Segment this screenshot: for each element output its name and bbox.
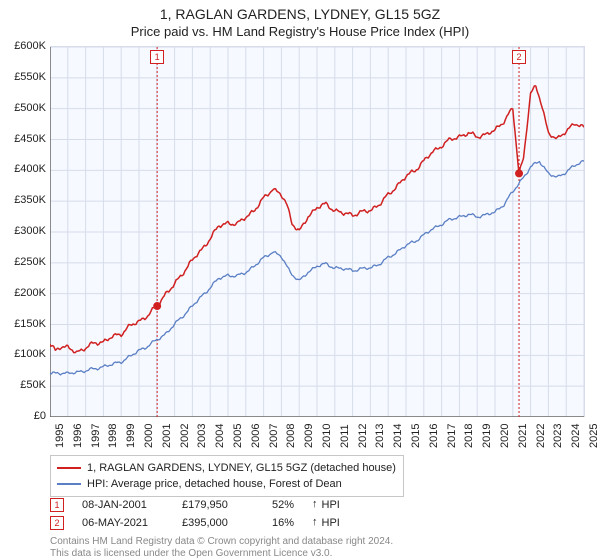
x-tick-label: 2016 — [428, 424, 440, 448]
chart-container: 1, RAGLAN GARDENS, LYDNEY, GL15 5GZ Pric… — [0, 0, 600, 560]
sale-price-2: £395,000 — [182, 517, 272, 529]
sale-marker-2: 2 — [512, 50, 526, 64]
sale-pct-1: 52% — [272, 499, 312, 511]
x-tick-label: 1997 — [90, 424, 102, 448]
y-tick-label: £100K — [4, 348, 46, 360]
y-tick-label: £300K — [4, 225, 46, 237]
legend-label-property: 1, RAGLAN GARDENS, LYDNEY, GL15 5GZ (det… — [87, 462, 396, 474]
x-tick-label: 1999 — [125, 424, 137, 448]
x-tick-label: 2006 — [250, 424, 262, 448]
footer-line-2: This data is licensed under the Open Gov… — [50, 548, 393, 560]
y-tick-label: £250K — [4, 256, 46, 268]
legend-row-hpi: HPI: Average price, detached house, Fore… — [57, 476, 397, 492]
x-tick-label: 2013 — [374, 424, 386, 448]
x-tick-label: 2015 — [410, 424, 422, 448]
legend-swatch-hpi — [57, 483, 81, 485]
x-tick-label: 2020 — [499, 424, 511, 448]
x-tick-label: 2003 — [196, 424, 208, 448]
x-tick-label: 2010 — [321, 424, 333, 448]
x-tick-label: 2022 — [535, 424, 547, 448]
legend-swatch-property — [57, 467, 81, 469]
sale-date-2: 06-MAY-2021 — [82, 517, 182, 529]
y-tick-label: £200K — [4, 287, 46, 299]
y-tick-label: £500K — [4, 102, 46, 114]
y-tick-label: £350K — [4, 194, 46, 206]
sale-pct-2: 16% — [272, 517, 312, 529]
sale-suffix-1: HPI — [322, 499, 340, 511]
footer-text: Contains HM Land Registry data © Crown c… — [50, 536, 393, 559]
y-tick-label: £0 — [4, 410, 46, 422]
x-tick-label: 2025 — [588, 424, 600, 448]
sale-marker-box-2: 2 — [50, 516, 64, 530]
x-tick-label: 2012 — [357, 424, 369, 448]
chart-title-sub: Price paid vs. HM Land Registry's House … — [0, 24, 600, 39]
x-tick-label: 2023 — [552, 424, 564, 448]
x-tick-label: 2017 — [446, 424, 458, 448]
y-tick-label: £450K — [4, 133, 46, 145]
x-tick-label: 2007 — [268, 424, 280, 448]
y-tick-label: £50K — [4, 379, 46, 391]
sale-marker-box-1: 1 — [50, 498, 64, 512]
legend-label-hpi: HPI: Average price, detached house, Fore… — [87, 478, 342, 490]
sale-row-1: 1 08-JAN-2001 £179,950 52% ↑ HPI — [50, 498, 340, 512]
plot-area — [50, 46, 585, 417]
y-tick-label: £150K — [4, 318, 46, 330]
y-tick-label: £400K — [4, 163, 46, 175]
x-tick-label: 2009 — [303, 424, 315, 448]
x-tick-label: 2000 — [143, 424, 155, 448]
x-tick-label: 2001 — [161, 424, 173, 448]
sale-row-2: 2 06-MAY-2021 £395,000 16% ↑ HPI — [50, 516, 340, 530]
legend-box: 1, RAGLAN GARDENS, LYDNEY, GL15 5GZ (det… — [50, 455, 404, 497]
x-tick-label: 2005 — [232, 424, 244, 448]
x-tick-label: 1998 — [107, 424, 119, 448]
x-tick-label: 2011 — [339, 424, 351, 448]
sale-suffix-2: HPI — [322, 517, 340, 529]
x-tick-label: 2014 — [392, 424, 404, 448]
x-tick-label: 2019 — [481, 424, 493, 448]
arrow-up-icon: ↑ — [312, 516, 318, 528]
footer-line-1: Contains HM Land Registry data © Crown c… — [50, 536, 393, 548]
x-tick-label: 2002 — [179, 424, 191, 448]
sale-marker-1: 1 — [150, 50, 164, 64]
y-tick-label: £600K — [4, 40, 46, 52]
sale-date-1: 08-JAN-2001 — [82, 499, 182, 511]
x-tick-label: 2018 — [463, 424, 475, 448]
sale-price-1: £179,950 — [182, 499, 272, 511]
x-tick-label: 1996 — [72, 424, 84, 448]
x-tick-label: 2008 — [285, 424, 297, 448]
arrow-up-icon: ↑ — [312, 498, 318, 510]
x-tick-label: 1995 — [54, 424, 66, 448]
y-tick-label: £550K — [4, 71, 46, 83]
x-tick-label: 2021 — [517, 424, 529, 448]
chart-title-address: 1, RAGLAN GARDENS, LYDNEY, GL15 5GZ — [0, 6, 600, 22]
legend-row-property: 1, RAGLAN GARDENS, LYDNEY, GL15 5GZ (det… — [57, 460, 397, 476]
x-tick-label: 2004 — [214, 424, 226, 448]
x-tick-label: 2024 — [570, 424, 582, 448]
chart-svg — [50, 47, 584, 417]
